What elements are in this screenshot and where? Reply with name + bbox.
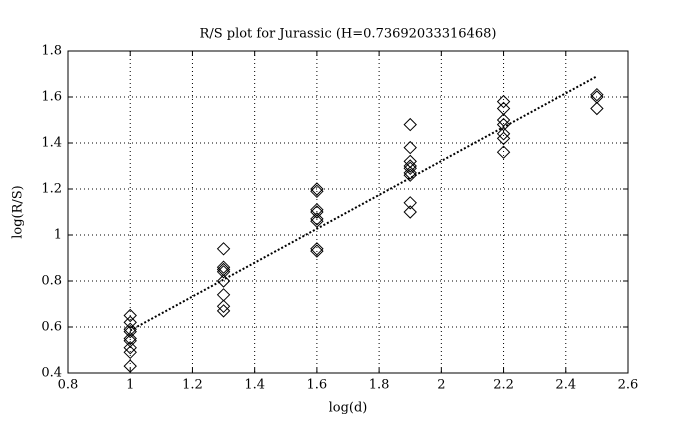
- y-tick-label: 1.8: [41, 44, 62, 59]
- point: [310, 182, 324, 196]
- y-tick-label: 1.2: [41, 182, 62, 197]
- point: [496, 145, 511, 159]
- point: [123, 324, 137, 339]
- x-tick-label: 1: [126, 378, 134, 393]
- point: [310, 184, 324, 199]
- x-tick-label: 2: [437, 378, 445, 393]
- y-tick-label: 1.4: [41, 136, 62, 151]
- point: [216, 288, 231, 302]
- point: [590, 87, 604, 102]
- x-tick-label: 0.8: [58, 378, 79, 393]
- y-tick-label: 1.6: [41, 90, 62, 105]
- point: [403, 196, 417, 210]
- point: [403, 166, 417, 180]
- point: [403, 154, 417, 169]
- point: [123, 308, 137, 323]
- point: [216, 242, 231, 256]
- x-tick-label: 2.2: [493, 378, 514, 393]
- point: [123, 331, 137, 346]
- point: [496, 113, 511, 127]
- point: [403, 205, 417, 219]
- point: [216, 265, 231, 279]
- point: [123, 315, 137, 330]
- point: [216, 299, 231, 314]
- point: [496, 117, 511, 132]
- chart-title: R/S plot for Jurassic (H=0.7369203331646…: [200, 27, 497, 42]
- x-tick-label: 2.4: [555, 378, 576, 393]
- x-tick-label: 1.4: [244, 378, 265, 393]
- y-tick-label: 0.6: [41, 320, 62, 335]
- point: [403, 161, 417, 176]
- plot-frame: [67, 50, 629, 374]
- point: [496, 101, 511, 116]
- point: [310, 244, 324, 258]
- y-tick-label: 1: [54, 228, 62, 243]
- point: [590, 101, 604, 116]
- y-tick-label: 0.4: [41, 366, 62, 381]
- x-tick-label: 1.6: [307, 378, 328, 393]
- point: [403, 117, 417, 132]
- point: [496, 131, 511, 146]
- point: [310, 214, 324, 228]
- x-axis-label: log(d): [329, 401, 368, 416]
- x-tick-label: 2.6: [618, 378, 639, 393]
- point: [123, 340, 137, 355]
- point: [310, 212, 324, 226]
- x-tick-label: 1.2: [182, 378, 203, 393]
- point: [123, 345, 137, 360]
- point: [403, 159, 417, 173]
- y-axis-label: log(R/S): [11, 185, 26, 239]
- point: [403, 140, 417, 155]
- point: [216, 304, 231, 318]
- point: [123, 359, 137, 373]
- point: [216, 260, 231, 274]
- y-tick-label: 0.8: [41, 274, 62, 289]
- point: [216, 274, 231, 288]
- point: [403, 168, 417, 182]
- point: [496, 127, 511, 141]
- point: [310, 242, 324, 256]
- point: [496, 94, 511, 109]
- x-tick-label: 1.8: [369, 378, 390, 393]
- point: [310, 205, 324, 219]
- fit-line: [129, 75, 598, 332]
